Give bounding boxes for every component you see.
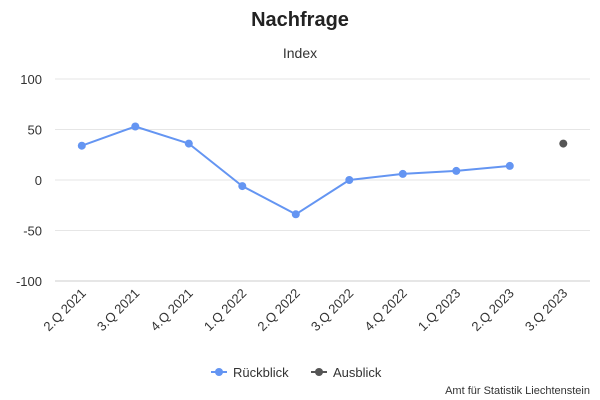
x-tick-label: 2.Q 2022 — [254, 286, 302, 334]
data-point[interactable] — [238, 182, 247, 191]
data-point[interactable] — [559, 139, 568, 148]
series — [77, 122, 568, 219]
legend-item[interactable]: Rückblick — [233, 365, 289, 380]
y-tick-label: -50 — [23, 224, 42, 239]
data-point[interactable] — [345, 176, 354, 184]
y-axis-ticks: 100 50 0 -50 -100 — [16, 72, 42, 289]
y-tick-label: -100 — [16, 274, 42, 289]
data-point[interactable] — [505, 161, 514, 170]
x-axis-ticks: 2.Q 2021 3.Q 2021 4.Q 2021 1.Q 2022 2.Q 2022… — [40, 286, 570, 334]
legend-marker — [315, 368, 323, 376]
data-point[interactable] — [77, 141, 86, 150]
chart-subtitle: Index — [283, 45, 317, 61]
x-tick-label: 2.Q 2021 — [40, 286, 88, 334]
x-tick-label: 3.Q 2022 — [308, 286, 356, 334]
legend[interactable]: Rückblick Ausblick — [211, 365, 382, 380]
gridlines — [55, 78, 590, 282]
data-point[interactable] — [398, 169, 407, 178]
data-point[interactable] — [291, 210, 300, 219]
x-tick-label: 1.Q 2022 — [201, 286, 249, 334]
legend-marker — [215, 368, 223, 376]
x-tick-label: 1.Q 2023 — [415, 286, 463, 334]
x-tick-label: 3.Q 2021 — [94, 286, 142, 334]
x-tick-label: 4.Q 2021 — [147, 286, 195, 334]
y-tick-label: 50 — [28, 123, 42, 138]
data-point[interactable] — [184, 139, 193, 148]
credit: Amt für Statistik Liechtenstein — [445, 385, 590, 397]
y-tick-label: 100 — [20, 72, 42, 87]
x-tick-label: 2.Q 2023 — [468, 286, 516, 334]
x-tick-label: 4.Q 2022 — [361, 286, 409, 334]
data-point[interactable] — [452, 166, 461, 175]
chart-title: Nachfrage — [251, 9, 349, 31]
legend-item[interactable]: Ausblick — [333, 365, 382, 380]
series-line-0 — [81, 125, 510, 216]
data-point[interactable] — [131, 122, 140, 131]
x-tick-label: 3.Q 2023 — [522, 286, 570, 334]
y-tick-label: 0 — [35, 173, 42, 188]
